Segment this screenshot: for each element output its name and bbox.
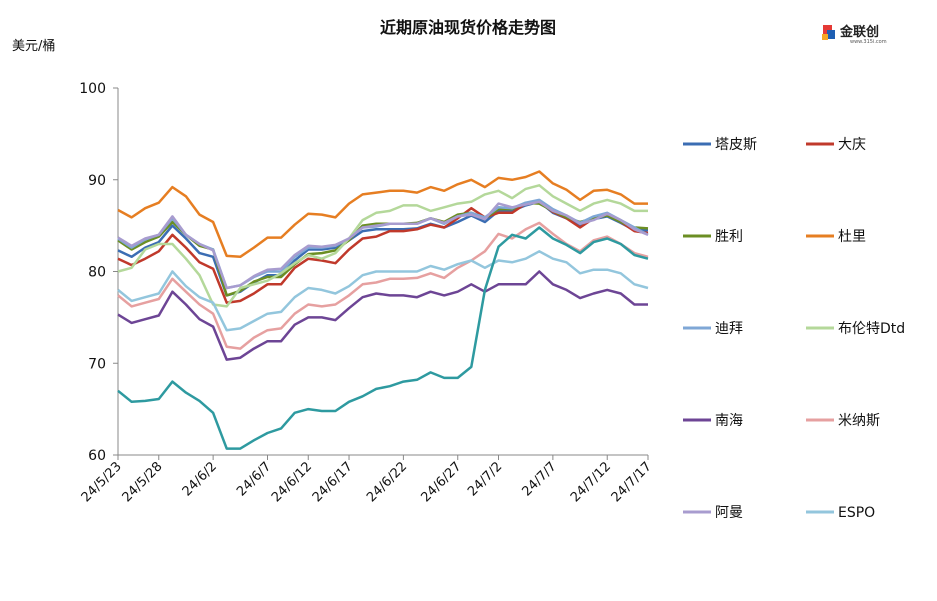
plot-area (117, 170, 649, 450)
logo-name: 金联创 (839, 24, 879, 40)
x-tick-label: 24/6/7 (234, 459, 274, 499)
y-tick-label: 80 (88, 265, 106, 281)
x-tick-label: 24/6/12 (269, 459, 315, 505)
x-tick-label: 24/5/23 (79, 459, 125, 505)
series-line-6 (117, 270, 648, 361)
logo-url: www.315i.com (850, 39, 887, 45)
y-axis-unit: 美元/桶 (12, 39, 55, 54)
x-tick-label: 24/6/27 (419, 459, 465, 505)
series-line-8 (117, 200, 649, 290)
chart-title: 近期原油现货价格走势图 (380, 18, 556, 37)
legend-label: 阿曼 (715, 505, 743, 521)
legend-label: 塔皮斯 (715, 137, 757, 153)
series-line-10 (117, 226, 649, 450)
x-tick-label: 24/6/22 (364, 459, 410, 505)
y-tick-label: 60 (88, 448, 106, 464)
legend-label: 米纳斯 (838, 413, 880, 429)
legend-label: 大庆 (838, 137, 866, 153)
legend-label: 杜里 (838, 229, 866, 245)
logo-mark-red (823, 25, 832, 34)
series-line-5 (117, 184, 648, 308)
x-tick-label: 24/6/2 (180, 459, 220, 499)
legend-label: 胜利 (715, 229, 743, 245)
series-line-3 (117, 170, 648, 259)
y-tick-label: 100 (79, 81, 106, 97)
y-tick-label: 70 (88, 356, 106, 372)
logo: 金联创 www.315i.com (822, 24, 887, 45)
x-tick-label: 24/7/7 (520, 459, 560, 499)
y-tick-label: 90 (88, 173, 106, 189)
legend-label: 布伦特Dtd (838, 321, 905, 337)
x-tick-label: 24/7/2 (465, 459, 505, 499)
series-line-9 (117, 250, 649, 332)
legend-label: 迪拜 (715, 321, 743, 337)
legend-label: 南海 (715, 413, 743, 429)
series-line-7 (117, 221, 649, 350)
x-tick-label: 24/6/17 (310, 459, 356, 505)
logo-mark-orange (822, 34, 828, 40)
x-tick-label: 24/7/12 (568, 459, 614, 505)
legend-label: ESPO (838, 505, 875, 521)
x-tick-label: 24/5/28 (120, 459, 166, 505)
x-tick-label: 24/7/17 (609, 459, 655, 505)
logo-mark-blue (827, 30, 835, 39)
